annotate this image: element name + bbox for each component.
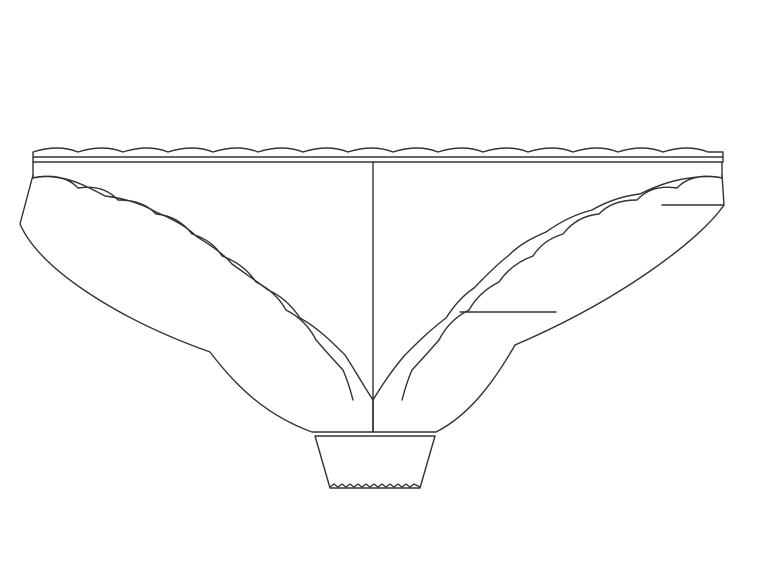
left-scallop-edge: [32, 175, 354, 401]
waistband-lace: [32, 147, 724, 163]
right-lace-panel: [372, 174, 725, 433]
right-scallop-edge: [401, 175, 723, 401]
left-lace-panel: [19, 174, 374, 433]
gusset-stitch: [329, 483, 421, 488]
gusset: [314, 435, 436, 489]
